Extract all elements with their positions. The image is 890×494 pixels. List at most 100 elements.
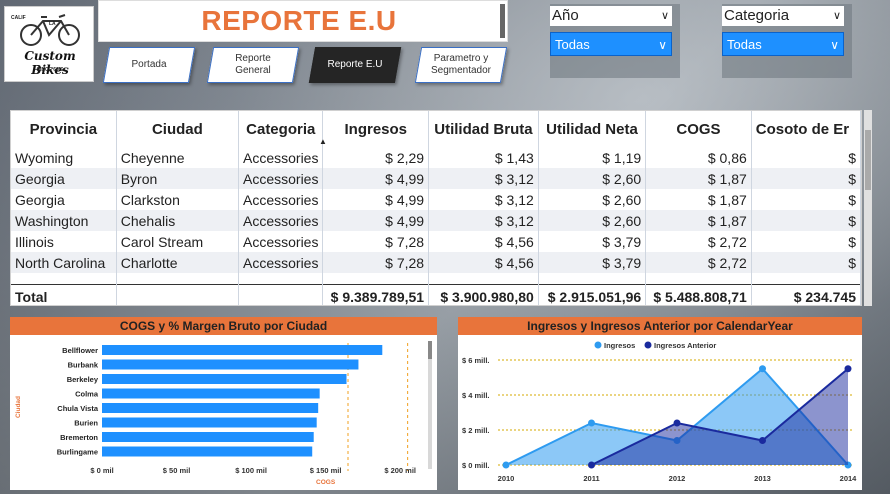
- table-spacer: [11, 273, 861, 284]
- cell-utilidad-neta: $ 2,60: [538, 168, 647, 189]
- table-row[interactable]: Washington Chehalis Accessories $ 4,99 $ 3,1…: [11, 210, 861, 231]
- sort-ascending-icon[interactable]: ▲: [319, 137, 327, 146]
- cell-cogs: $ 1,87: [645, 189, 752, 210]
- total-ingresos: $ 9.389.789,51: [322, 283, 430, 305]
- cell-ciudad: Cheyenne: [116, 147, 240, 168]
- column-header-ciudad[interactable]: Ciudad: [116, 111, 240, 147]
- table-row[interactable]: Illinois Carol Stream Accessories $ 7,28 $ 4…: [11, 231, 861, 252]
- category-dropdown[interactable]: Todas ∨: [722, 32, 844, 56]
- cell-ciudad: Chehalis: [116, 210, 240, 231]
- report-table: Provincia Ciudad Categoria Ingresos Util…: [10, 110, 862, 306]
- column-header-cogs[interactable]: COGS: [645, 111, 752, 147]
- cell-costo: $: [751, 231, 861, 252]
- x-axis-title: COGS: [316, 479, 336, 486]
- ingresos-area-chart: $ 0 mill. $ 2 mill. $ 4 mill. $ 6 mill. 2010…: [462, 341, 857, 483]
- y-tick-label: $ 6 mill.: [462, 356, 490, 365]
- cell-ingresos: $ 7,28: [322, 231, 430, 252]
- table-row[interactable]: Georgia Byron Accessories $ 4,99 $ 3,12 $ 2,6…: [11, 168, 861, 189]
- nav-button-portada[interactable]: Portada: [102, 47, 196, 83]
- table-scrollbar[interactable]: [864, 110, 872, 306]
- data-point: [673, 419, 681, 427]
- x-tick-label: $ 150 mil: [310, 466, 342, 475]
- nav-button-reporte-eu[interactable]: Reporte E.U: [308, 47, 402, 83]
- data-point: [588, 419, 595, 427]
- column-header-costo[interactable]: Cosoto de Er: [751, 111, 861, 147]
- column-header-provincia[interactable]: Provincia: [11, 111, 117, 147]
- cogs-chart-panel: COGS y % Margen Bruto por Ciudad Bellflo…: [10, 317, 437, 490]
- nav-label-reporte-eu: Reporte E.U: [327, 59, 383, 70]
- nav-label-reporte-general: Reporte General: [235, 53, 271, 76]
- cell-cogs: $ 2,72: [645, 252, 752, 273]
- cell-costo: $: [751, 168, 861, 189]
- category-label: Chula Vista: [57, 404, 99, 413]
- cell-categoria: Accessories: [238, 231, 324, 252]
- nav-button-reporte-general[interactable]: Reporte General: [206, 47, 300, 83]
- category-label: Berkeley: [67, 375, 99, 384]
- logo: CALIF LA Custom Bikes SINCE 60'S: [4, 6, 94, 82]
- cell-categoria: Accessories: [238, 168, 324, 189]
- data-point: [588, 461, 595, 469]
- cell-costo: $: [751, 252, 861, 273]
- nav-label-parametro: Parametro y Segmentador: [430, 53, 492, 76]
- table-scrollbar-thumb[interactable]: [865, 130, 871, 190]
- category-label: Colma: [75, 390, 99, 399]
- category-slicer: Categoria ∨ Todas ∨: [722, 4, 852, 78]
- chevron-down-icon: ∨: [832, 10, 841, 22]
- table-row[interactable]: Wyoming Cheyenne Accessories $ 2,29 $ 1,43 $ …: [11, 147, 861, 168]
- column-header-categoria[interactable]: Categoria: [238, 111, 324, 147]
- x-tick-label: $ 50 mil: [163, 466, 191, 475]
- column-header-utilidad-neta[interactable]: Utilidad Neta: [538, 111, 647, 147]
- category-slicer-label: Categoria: [724, 7, 790, 24]
- chevron-down-icon: ∨: [660, 10, 669, 22]
- table-row[interactable]: North Carolina Charlotte Accessories $ 7,28…: [11, 252, 861, 273]
- year-slicer-label: Año: [552, 7, 579, 24]
- cell-ciudad: Byron: [116, 168, 240, 189]
- column-header-utilidad-bruta[interactable]: Utilidad Bruta: [428, 111, 539, 147]
- nav-button-parametro[interactable]: Parametro y Segmentador: [414, 47, 508, 83]
- logo-since-text: SINCE 60'S: [36, 67, 64, 73]
- category-label: Burien: [74, 419, 98, 428]
- cell-utilidad-neta: $ 3,79: [538, 231, 647, 252]
- cell-categoria: Accessories: [238, 210, 324, 231]
- bar: [102, 345, 383, 355]
- series-area: [591, 368, 848, 465]
- spacer-cell: [238, 273, 324, 284]
- cell-ingresos: $ 4,99: [322, 168, 430, 189]
- ingresos-chart-panel: Ingresos y Ingresos Anterior por Calenda…: [458, 317, 862, 490]
- data-point: [844, 365, 852, 373]
- year-dropdown-value: Todas: [555, 37, 590, 52]
- year-dropdown[interactable]: Todas ∨: [550, 32, 672, 56]
- table-row[interactable]: Georgia Clarkston Accessories $ 4,99 $ 3,12 $…: [11, 189, 861, 210]
- x-tick-label: $ 0 mil: [90, 466, 113, 475]
- cell-utilidad-neta: $ 3,79: [538, 252, 647, 273]
- bike-icon: LA: [20, 14, 80, 46]
- page-title-box: REPORTE E.U: [98, 0, 508, 42]
- cell-utilidad-bruta: $ 4,56: [428, 231, 539, 252]
- y-axis-title: Ciudad: [15, 396, 22, 418]
- bar: [102, 388, 320, 399]
- x-tick-label: $ 100 mil: [235, 466, 267, 475]
- x-tick-label: 2013: [754, 474, 771, 483]
- y-tick-label: $ 2 mill.: [462, 426, 490, 435]
- cogs-chart-title: COGS y % Margen Bruto por Ciudad: [10, 317, 437, 335]
- logo-name: Custom Bikes: [24, 49, 76, 77]
- cell-utilidad-neta: $ 1,19: [538, 147, 647, 168]
- cell-costo: $: [751, 210, 861, 231]
- total-cogs: $ 5.488.808,71: [645, 283, 752, 305]
- year-slicer: Año ∨ Todas ∨: [550, 4, 680, 78]
- x-tick-label: 2011: [583, 474, 599, 483]
- cell-ciudad: Charlotte: [116, 252, 240, 273]
- chevron-down-icon: ∨: [658, 38, 667, 52]
- category-slicer-header[interactable]: Categoria ∨: [722, 6, 844, 26]
- year-slicer-header[interactable]: Año ∨: [550, 6, 672, 26]
- cell-cogs: $ 1,87: [645, 168, 752, 189]
- series-line: [591, 367, 849, 466]
- cell-utilidad-bruta: $ 3,12: [428, 210, 539, 231]
- cogs-bar-chart: Bellflower Burbank Berkeley Colma Chula Vist…: [15, 341, 432, 486]
- cell-cogs: $ 1,87: [645, 210, 752, 231]
- nav-label-portada: Portada: [131, 59, 167, 70]
- column-header-ingresos[interactable]: Ingresos: [322, 111, 430, 147]
- cell-provincia: North Carolina: [11, 252, 117, 273]
- cell-categoria: Accessories: [238, 252, 324, 273]
- spacer-cell: [538, 273, 647, 284]
